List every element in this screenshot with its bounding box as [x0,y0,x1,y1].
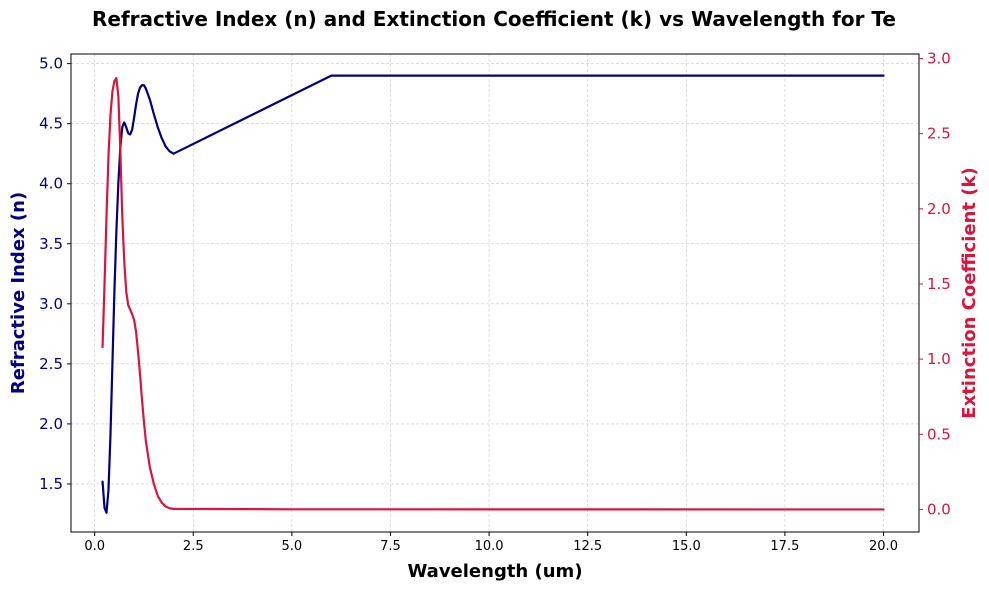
right-y-tick-label: 2.0 [927,200,951,218]
grid-lines [71,54,919,532]
left-y-tick-label: 1.5 [39,475,63,493]
x-tick-label: 2.5 [183,539,204,554]
x-tick-label: 20.0 [869,539,898,554]
left-y-tick-label: 3.0 [39,295,63,313]
plot-frame [70,53,920,533]
left-y-tick-label: 4.5 [39,115,63,133]
x-tick-label: 5.0 [282,539,303,554]
x-axis: 0.0 2.5 5.0 7.5 10.0 12.5 15.0 17.5 20.0 [84,532,898,554]
right-y-axis-label: Extinction Coefficient (k) [959,167,980,418]
left-y-axis-label: Refractive Index (n) [8,192,29,394]
extinction-coefficient-line [101,76,885,511]
left-y-tick-label: 2.5 [39,355,63,373]
right-y-tick-label: 2.5 [927,125,951,143]
right-y-tick-label: 0.5 [927,425,951,443]
refractive-index-line [101,74,885,514]
right-y-tick-label: 0.0 [927,500,951,518]
right-y-tick-label: 3.0 [927,50,951,68]
left-y-tick-label: 2.0 [39,415,63,433]
x-tick-label: 7.5 [380,539,401,554]
right-y-axis: 0.0 0.5 1.0 1.5 2.0 2.5 3.0 [919,50,951,518]
x-tick-label: 17.5 [770,539,799,554]
x-tick-label: 15.0 [672,539,701,554]
x-tick-label: 12.5 [573,539,602,554]
data-lines [101,74,885,514]
x-tick-label: 10.0 [475,539,504,554]
x-axis-label: Wavelength (um) [407,561,582,582]
chart-title: Refractive Index (n) and Extinction Coef… [92,7,896,31]
right-y-tick-label: 1.5 [927,275,951,293]
x-tick-label: 0.0 [84,539,105,554]
left-y-axis: 1.5 2.0 2.5 3.0 3.5 4.0 4.5 5.0 [39,55,71,493]
left-y-tick-label: 5.0 [39,55,63,73]
left-y-tick-label: 4.0 [39,175,63,193]
left-y-tick-label: 3.5 [39,235,63,253]
right-y-tick-label: 1.0 [927,350,951,368]
